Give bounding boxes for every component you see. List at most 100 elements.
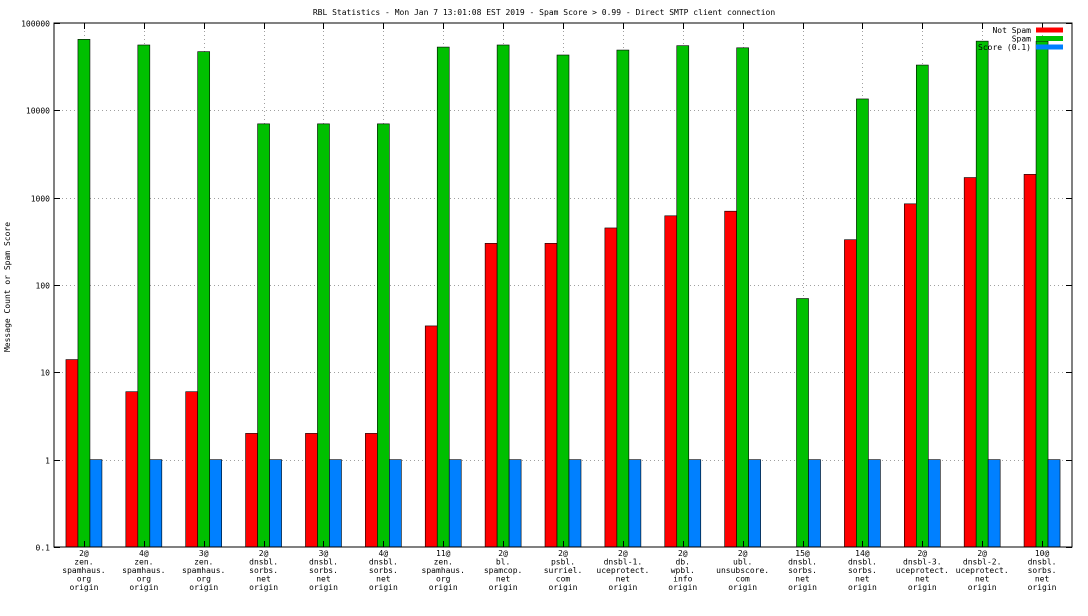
x-tick-label: net bbox=[496, 575, 511, 584]
bar-score-0-1 bbox=[149, 459, 163, 548]
x-tick-label: origin bbox=[69, 583, 98, 592]
x-tick-label: origin bbox=[908, 583, 937, 592]
x-tick-label: origin bbox=[129, 583, 158, 592]
x-tick-label: 2@ bbox=[558, 549, 568, 558]
x-tick-label: uceprotect. bbox=[896, 566, 949, 575]
x-tick-label: net bbox=[855, 575, 870, 584]
x-tick-label: origin bbox=[429, 583, 458, 592]
bar-not-spam bbox=[185, 391, 199, 548]
bar-not-spam bbox=[365, 433, 378, 548]
x-tick-label: origin bbox=[489, 583, 518, 592]
bar-spam bbox=[556, 54, 570, 548]
x-tick-label: 10@ bbox=[1035, 549, 1050, 558]
bar-spam bbox=[975, 40, 989, 548]
legend-swatch bbox=[1036, 27, 1063, 33]
x-tick-label: origin bbox=[728, 583, 757, 592]
bar-score-0-1 bbox=[448, 459, 462, 548]
x-tick-label: 2@ bbox=[678, 549, 688, 558]
bar-not-spam bbox=[844, 239, 857, 548]
x-tick-label: zen. bbox=[134, 558, 153, 567]
x-tick-label: com bbox=[556, 575, 571, 584]
x-tick-label: bl. bbox=[496, 558, 510, 567]
y-axis-label: Message Count or Spam Score bbox=[3, 222, 12, 352]
bar-score-0-1 bbox=[508, 459, 522, 548]
bar-score-0-1 bbox=[389, 459, 402, 548]
bar-not-spam bbox=[65, 359, 79, 548]
x-tick-label: sorbs. bbox=[369, 566, 398, 575]
bar-spam bbox=[496, 44, 510, 548]
x-tick-label: org bbox=[436, 575, 451, 584]
x-tick-label: info bbox=[673, 575, 692, 584]
x-tick-label: dnsbl-1. bbox=[604, 558, 643, 567]
x-tick-label: origin bbox=[249, 583, 278, 592]
x-tick-label: net bbox=[1035, 575, 1050, 584]
y-tick-label: 1 bbox=[45, 457, 50, 466]
y-tick-label: 10000 bbox=[26, 107, 50, 116]
legend-swatch bbox=[1036, 36, 1063, 41]
x-tick-label: 3@ bbox=[319, 549, 329, 558]
x-tick-label: 2@ bbox=[498, 549, 508, 558]
legend-label: Score (0.1) bbox=[978, 43, 1031, 52]
x-tick-label: net bbox=[915, 575, 930, 584]
bar-spam bbox=[377, 123, 390, 548]
x-tick-label: 2@ bbox=[738, 549, 748, 558]
x-tick-label: uceprotect. bbox=[596, 566, 649, 575]
x-tick-label: 15@ bbox=[795, 549, 810, 558]
bar-score-0-1 bbox=[89, 459, 103, 548]
bar-not-spam bbox=[305, 433, 318, 548]
x-tick-label: sorbs. bbox=[249, 566, 278, 575]
bar-spam bbox=[915, 64, 929, 548]
bar-not-spam bbox=[963, 177, 977, 548]
x-tick-label: 2@ bbox=[79, 549, 89, 558]
x-tick-label: 2@ bbox=[259, 549, 269, 558]
x-tick-label: spamhaus. bbox=[62, 566, 105, 575]
x-tick-label: net bbox=[975, 575, 990, 584]
bar-spam bbox=[77, 39, 91, 548]
legend-swatch bbox=[1036, 44, 1063, 50]
x-tick-label: origin bbox=[189, 583, 218, 592]
x-tick-labels: 2@zen.spamhaus.orgorigin4@zen.spamhaus.o… bbox=[62, 549, 1056, 592]
x-tick-label: 14@ bbox=[855, 549, 870, 558]
bar-spam bbox=[856, 98, 869, 548]
x-tick-label: origin bbox=[668, 583, 697, 592]
x-tick-label: zen. bbox=[434, 558, 453, 567]
bar-score-0-1 bbox=[568, 459, 582, 548]
x-tick-label: origin bbox=[1028, 583, 1057, 592]
y-tick-label: 1000 bbox=[31, 195, 50, 204]
bar-spam bbox=[796, 298, 809, 548]
chart-title: RBL Statistics - Mon Jan 7 13:01:08 EST … bbox=[313, 8, 776, 17]
x-tick-label: psbl. bbox=[551, 558, 575, 567]
bar-not-spam bbox=[1023, 174, 1037, 548]
x-tick-label: dnsbl. bbox=[369, 558, 398, 567]
bar-not-spam bbox=[125, 391, 139, 548]
x-tick-label: sorbs. bbox=[848, 566, 877, 575]
bars-layer bbox=[65, 39, 1061, 548]
legend-label: Spam bbox=[1012, 35, 1031, 44]
y-tick-label: 100000 bbox=[21, 20, 50, 29]
bar-spam bbox=[197, 51, 211, 548]
legend-label: Not Spam bbox=[992, 26, 1031, 35]
bar-spam bbox=[676, 45, 690, 548]
x-tick-label: sorbs. bbox=[788, 566, 817, 575]
x-tick-label: origin bbox=[608, 583, 637, 592]
x-tick-label: net bbox=[616, 575, 631, 584]
x-tick-label: dnsbl-2. bbox=[963, 558, 1002, 567]
x-tick-label: dnsbl. bbox=[309, 558, 338, 567]
x-tick-label: 2@ bbox=[917, 549, 927, 558]
bar-spam bbox=[257, 123, 270, 548]
x-tick-label: surriel. bbox=[544, 566, 583, 575]
x-tick-label: org bbox=[196, 575, 211, 584]
x-tick-label: 3@ bbox=[199, 549, 209, 558]
bar-not-spam bbox=[604, 227, 618, 548]
x-tick-label: origin bbox=[968, 583, 997, 592]
x-tick-label: origin bbox=[848, 583, 877, 592]
bar-spam bbox=[137, 44, 151, 548]
bar-score-0-1 bbox=[808, 459, 821, 548]
bar-score-0-1 bbox=[329, 459, 342, 548]
bar-score-0-1 bbox=[688, 459, 702, 548]
x-tick-label: origin bbox=[788, 583, 817, 592]
x-tick-label: net bbox=[256, 575, 271, 584]
x-tick-label: 2@ bbox=[618, 549, 628, 558]
